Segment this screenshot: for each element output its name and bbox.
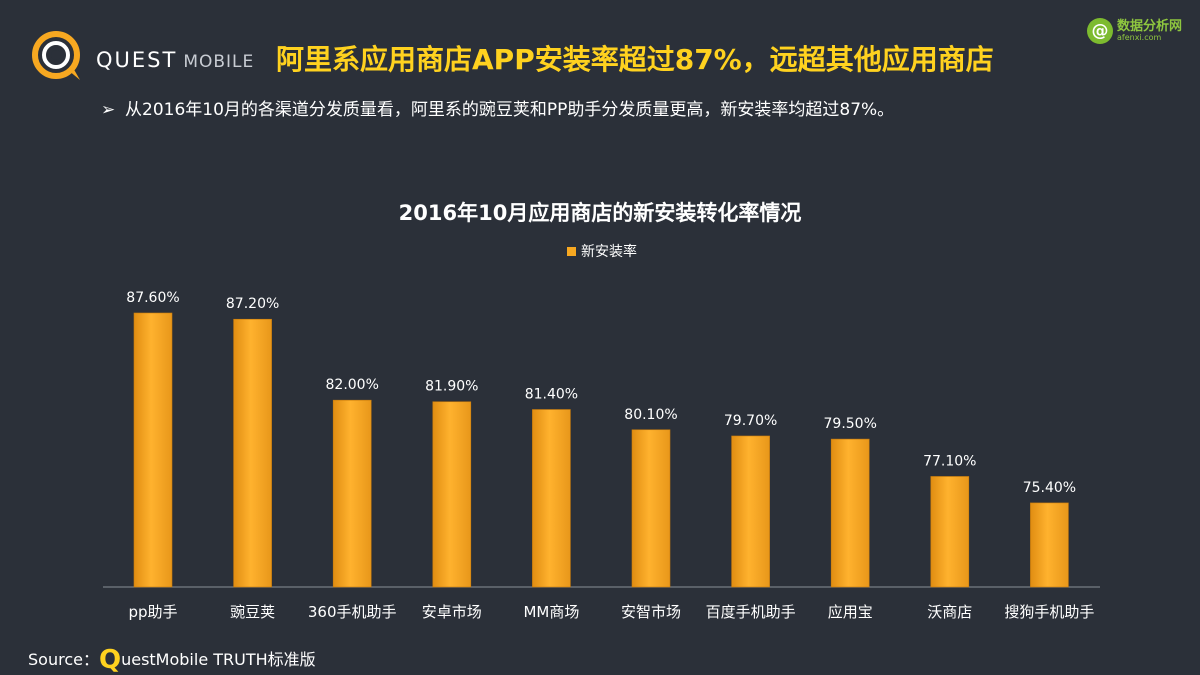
bar-8 <box>830 438 870 588</box>
questmobile-logo-icon <box>32 31 80 80</box>
bar-10 <box>1030 502 1069 588</box>
category-label: 沃商店 <box>927 603 972 621</box>
bar-5 <box>532 409 571 588</box>
bar-7 <box>731 435 770 588</box>
page-headline: 阿里系应用商店APP安装率超过87%，远超其他应用商店 <box>276 43 994 76</box>
source-q: Q <box>98 645 122 675</box>
bar-6 <box>631 429 671 588</box>
bar-value-label: 82.00% <box>326 377 379 393</box>
category-label: 安卓市场 <box>422 603 482 621</box>
bar-value-label: 80.10% <box>624 407 677 423</box>
bar-value-label: 79.70% <box>724 413 777 429</box>
watermark-at-icon: @ <box>1086 18 1113 44</box>
bar-9 <box>930 476 970 588</box>
bullet-text: 从2016年10月的各渠道分发质量看，阿里系的豌豆荚和PP助手分发质量更高，新安… <box>125 100 895 120</box>
bar-value-label: 79.50% <box>824 416 877 432</box>
bar-value-label: 87.60% <box>126 290 179 306</box>
watermark-title: 数据分析网 <box>1116 18 1182 34</box>
chart-legend: 新安装率 <box>567 243 637 260</box>
bar-value-label: 75.40% <box>1023 480 1076 496</box>
brand-name: QUEST MOBILE <box>96 48 254 72</box>
category-label: 应用宝 <box>828 603 873 621</box>
bar-4 <box>432 401 472 588</box>
category-label: 360手机助手 <box>308 603 397 621</box>
bar-3 <box>332 399 372 588</box>
watermark: @ 数据分析网 afenxi.com <box>1086 18 1182 44</box>
bar-value-label: 81.40% <box>525 387 578 403</box>
category-label: 安智市场 <box>621 603 681 621</box>
source-text: uestMobile TRUTH标准版 <box>121 650 316 669</box>
bar-value-label: 77.10% <box>923 453 976 469</box>
category-label: 百度手机助手 <box>706 603 796 621</box>
category-label: MM商场 <box>523 603 579 621</box>
category-label: 搜狗手机助手 <box>1004 603 1094 621</box>
bar-2 <box>233 318 272 588</box>
category-label: 豌豆荚 <box>230 603 275 621</box>
bar-1 <box>133 312 173 588</box>
source-label: Source： <box>28 650 99 669</box>
bar-value-label: 81.90% <box>425 379 478 395</box>
bar-value-label: 87.20% <box>226 296 279 312</box>
summary-bullet: ➢ 从2016年10月的各渠道分发质量看，阿里系的豌豆荚和PP助手分发质量更高，新… <box>101 95 894 120</box>
chart-title: 2016年10月应用商店的新安装转化率情况 <box>399 201 802 225</box>
brand-sub: MOBILE <box>183 52 255 72</box>
source-line: Source：QuestMobile TRUTH标准版 <box>28 645 316 675</box>
brand-main: QUEST <box>96 48 178 72</box>
watermark-url: afenxi.com <box>1116 32 1162 42</box>
category-label: pp助手 <box>128 603 177 621</box>
legend-swatch <box>567 247 576 256</box>
bullet-arrow-icon: ➢ <box>101 100 116 120</box>
legend-label: 新安装率 <box>581 243 637 260</box>
